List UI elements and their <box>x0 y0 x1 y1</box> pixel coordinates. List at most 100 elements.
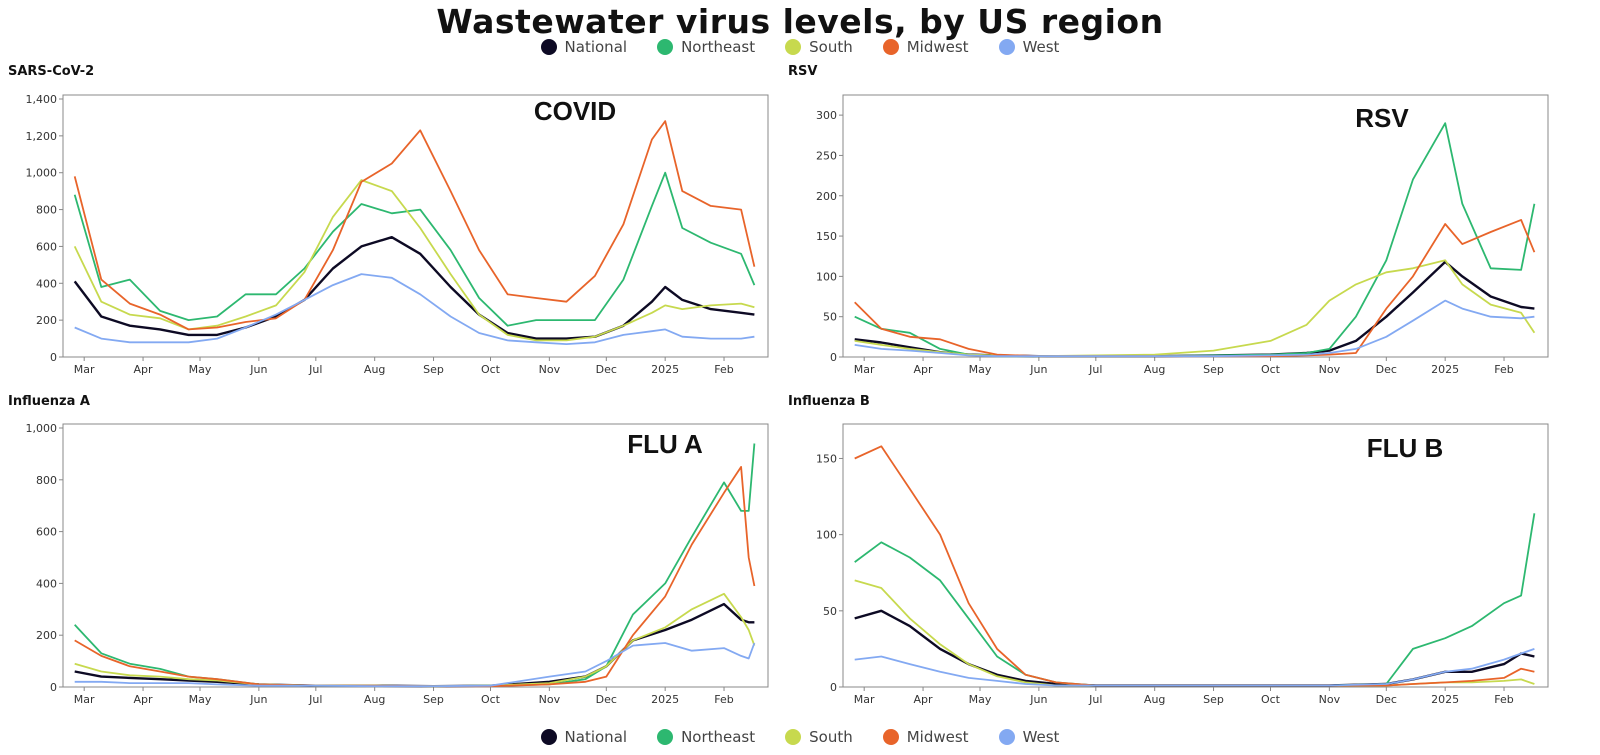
y-tick-label: 600 <box>36 526 57 539</box>
legend-item-midwest: Midwest <box>882 38 969 56</box>
x-tick-label: Dec <box>596 693 617 706</box>
x-tick-label: Mar <box>74 363 95 376</box>
x-tick-label: Sep <box>423 363 444 376</box>
x-tick-label: Aug <box>364 363 385 376</box>
legend-swatch <box>540 729 557 745</box>
x-tick-label: Oct <box>481 363 501 376</box>
legend-label: National <box>564 728 628 746</box>
legend-swatch <box>657 39 674 55</box>
y-tick-label: 0 <box>50 681 57 694</box>
legend-label: Northeast <box>681 38 756 56</box>
y-tick-label: 800 <box>36 204 57 217</box>
x-tick-label: Jul <box>1088 693 1102 706</box>
legend-item-south: South <box>785 38 853 56</box>
x-tick-label: Mar <box>854 693 875 706</box>
plot-frame <box>842 94 1549 358</box>
x-tick-label: Feb <box>714 693 733 706</box>
series-line-west <box>854 299 1535 358</box>
x-tick-label: 2025 <box>1431 363 1459 376</box>
series-line-northeast <box>73 171 756 327</box>
x-tick-label: Apr <box>134 363 154 376</box>
x-tick-label: Jun <box>1029 693 1047 706</box>
chart-annotation: COVID <box>534 96 616 126</box>
series-line-west <box>74 642 756 688</box>
plot-frame <box>842 423 1549 688</box>
series-line-midwest <box>73 120 756 331</box>
legend-swatch <box>540 39 557 55</box>
y-tick-label: 150 <box>816 452 837 465</box>
legend-item-national: National <box>540 38 628 56</box>
x-tick-label: Jun <box>1029 363 1047 376</box>
series-line-midwest <box>74 465 756 688</box>
legend-item-midwest: Midwest <box>882 728 969 746</box>
y-tick-label: 300 <box>816 109 837 122</box>
series-line-midwest <box>854 445 1535 687</box>
legend-item-west: West <box>998 728 1060 746</box>
x-tick-label: May <box>969 693 992 706</box>
series-line-south <box>854 579 1535 687</box>
x-tick-label: Apr <box>914 363 934 376</box>
x-tick-label: Oct <box>481 693 501 706</box>
x-tick-label: Jul <box>308 693 322 706</box>
chart-annotation: RSV <box>1355 103 1409 133</box>
x-tick-label: Dec <box>1376 363 1397 376</box>
y-tick-label: 0 <box>50 351 57 364</box>
y-tick-label: 0 <box>830 351 837 364</box>
plot-frame <box>62 94 769 358</box>
x-tick-label: Feb <box>714 363 733 376</box>
x-tick-label: May <box>189 363 212 376</box>
x-tick-label: Dec <box>596 363 617 376</box>
x-tick-label: Mar <box>854 363 875 376</box>
series-line-west <box>854 648 1535 687</box>
y-tick-label: 150 <box>816 230 837 243</box>
x-tick-label: 2025 <box>651 363 679 376</box>
y-tick-label: 1,200 <box>26 130 58 143</box>
y-tick-label: 0 <box>830 681 837 694</box>
legend-top: National Northeast South Midwest West <box>0 38 1600 56</box>
series-line-northeast <box>74 443 756 688</box>
x-tick-label: Aug <box>364 693 385 706</box>
y-tick-label: 200 <box>36 629 57 642</box>
series-line-south <box>74 592 756 688</box>
panel-title-influenza-a: Influenza A <box>8 394 90 409</box>
series-line-west <box>74 273 755 346</box>
x-tick-label: Dec <box>1376 693 1397 706</box>
y-tick-label: 50 <box>823 605 837 618</box>
y-tick-label: 100 <box>816 270 837 283</box>
legend-item-national: National <box>540 728 628 746</box>
x-tick-label: Mar <box>74 693 95 706</box>
y-tick-label: 400 <box>36 577 57 590</box>
x-tick-label: Oct <box>1261 363 1281 376</box>
series-line-national <box>73 235 755 340</box>
legend-swatch <box>882 729 899 745</box>
legend-label: Midwest <box>906 38 969 56</box>
x-tick-label: Sep <box>1203 693 1224 706</box>
x-tick-label: Jun <box>249 363 267 376</box>
legend-swatch <box>785 729 802 745</box>
x-tick-label: Nov <box>539 363 561 376</box>
legend-label: South <box>809 38 853 56</box>
x-tick-label: Apr <box>134 693 154 706</box>
legend-item-northeast: Northeast <box>657 38 755 56</box>
panel-title-influenza-b: Influenza B <box>788 394 870 409</box>
legend-label: West <box>1022 728 1060 746</box>
page-title: Wastewater virus levels, by US region <box>436 2 1164 41</box>
y-tick-label: 400 <box>36 277 57 290</box>
y-tick-label: 250 <box>816 149 837 162</box>
legend-item-west: West <box>998 38 1059 56</box>
legend-label: National <box>564 38 628 56</box>
legend-label: South <box>809 728 853 746</box>
x-tick-label: Sep <box>423 693 444 706</box>
x-tick-label: 2025 <box>1431 693 1459 706</box>
y-tick-label: 800 <box>36 474 57 487</box>
x-tick-label: Feb <box>1494 363 1513 376</box>
y-tick-label: 1,000 <box>26 422 58 435</box>
plot-frame <box>62 423 769 688</box>
panel-title-rsv: RSV <box>788 64 818 79</box>
x-tick-label: 2025 <box>651 693 679 706</box>
x-tick-label: Nov <box>539 693 561 706</box>
legend-swatch <box>882 39 899 55</box>
legend-bottom: National Northeast South Midwest West <box>0 728 1600 746</box>
legend-swatch <box>998 729 1015 745</box>
